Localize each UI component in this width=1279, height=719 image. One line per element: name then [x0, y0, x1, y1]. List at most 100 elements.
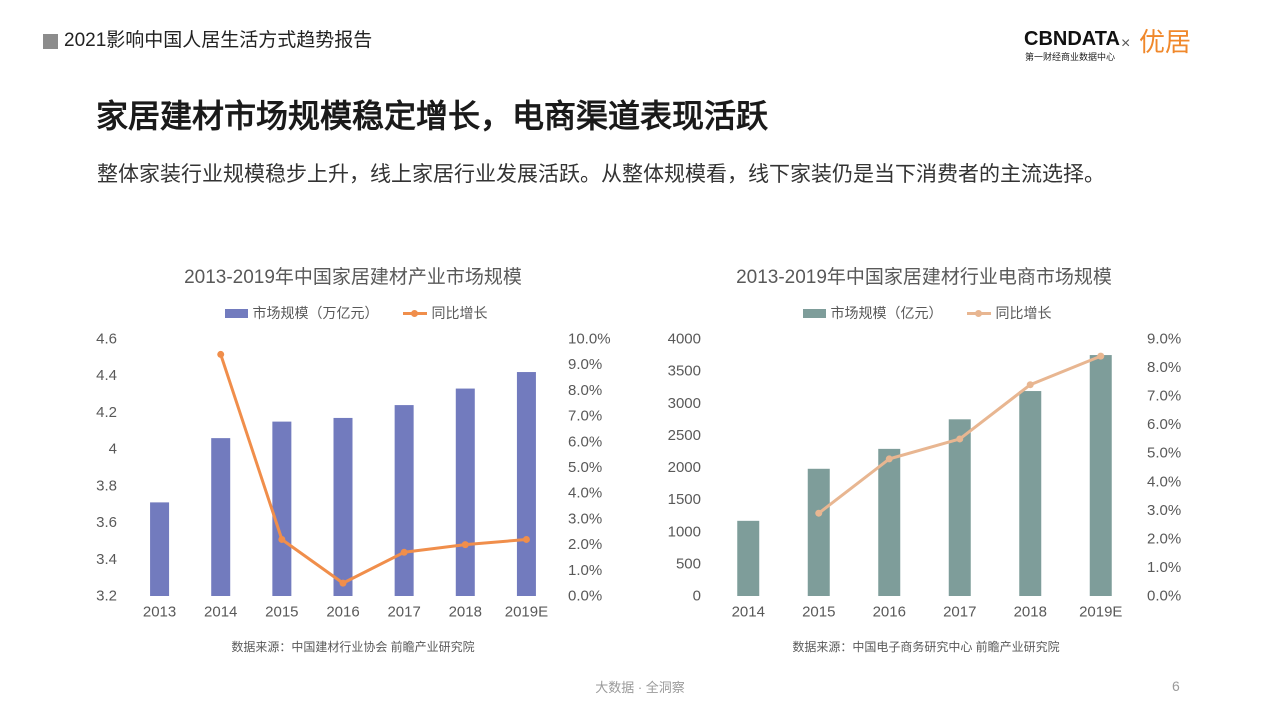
x-axis-tick-label: 2015 — [265, 604, 298, 621]
secondary-y-axis-tick-label: 4.0% — [1147, 473, 1181, 490]
market-size-bar-2016 — [333, 417, 353, 596]
footer-tagline: 大数据 · 全洞察 — [595, 680, 685, 695]
secondary-y-axis-tick-label: 4.0% — [568, 485, 602, 502]
growth-point-2018 — [1026, 381, 1034, 389]
report-title: 2021影响中国人居生活方式趋势报告 — [64, 30, 373, 51]
secondary-y-axis-tick-label: 6.0% — [568, 433, 602, 450]
legend-line-marker — [410, 309, 418, 317]
x-axis-tick-label: 2019E — [1079, 604, 1122, 621]
growth-point-2019e — [522, 535, 530, 543]
legend-line-swatch — [966, 309, 991, 317]
legend-item-growth: 同比增长 — [402, 304, 488, 322]
market-size-bar-2019e — [1089, 355, 1112, 596]
legend-bar-swatch — [802, 308, 826, 318]
y-axis-tick-label: 3.4 — [96, 551, 117, 568]
secondary-y-axis-tick-label: 7.0% — [568, 408, 602, 425]
x-axis-tick-label: 2017 — [387, 604, 420, 621]
cbndata-logo: CBNDATA — [1024, 28, 1120, 50]
growth-point-2018 — [461, 541, 469, 549]
secondary-y-axis-tick-label: 3.0% — [1147, 502, 1181, 519]
secondary-y-axis-tick-label: 5.0% — [1147, 445, 1181, 462]
y-axis-tick-label: 4.4 — [96, 367, 117, 384]
market-size-bar-2017 — [948, 419, 971, 596]
y-axis-tick-label: 4000 — [668, 331, 701, 348]
secondary-y-axis-tick-label: 2.0% — [568, 536, 602, 553]
growth-point-2015 — [278, 535, 286, 543]
x-axis-tick-label: 2018 — [449, 604, 482, 621]
secondary-y-axis-tick-label: 9.0% — [1147, 331, 1181, 348]
market-size-bar-2016 — [878, 448, 901, 596]
secondary-y-axis-tick-label: 1.0% — [568, 562, 602, 579]
y-axis-tick-label: 4 — [109, 441, 117, 458]
y-axis-tick-label: 3.6 — [96, 514, 117, 531]
growth-point-2016 — [339, 579, 347, 587]
market-size-bar-2019e — [516, 372, 536, 596]
legend-label: 市场规模（万亿元） — [252, 305, 379, 321]
x-axis-tick-label: 2017 — [943, 604, 976, 621]
chart-legend: 市场规模（亿元） 同比增长 — [650, 304, 1204, 322]
youju-logo: 优居 — [1139, 27, 1192, 57]
secondary-y-axis-tick-label: 8.0% — [568, 382, 602, 399]
legend-item-market-size: 市场规模（亿元） — [802, 304, 943, 322]
growth-line — [219, 352, 528, 585]
market-size-bar-2015 — [272, 421, 292, 596]
chart-title: 2013-2019年中国家居建材行业电商市场规模 — [736, 267, 1112, 288]
secondary-y-axis-tick-label: 0.0% — [1147, 588, 1181, 605]
y-axis-tick-label: 500 — [676, 555, 701, 572]
slide-subtitle: 整体家装行业规模稳步上升，线上家居行业发展活跃。从整体规模看，线下家装仍是当下消… — [97, 163, 1105, 186]
x-axis-tick-label: 2014 — [732, 604, 765, 621]
growth-point-2019e — [1097, 352, 1105, 360]
legend-bar-swatch — [224, 308, 248, 318]
building-materials-ecommerce-plot: 4000 3500 3000 2500 2000 1500 1000 500 0 9.0% 8.0%… — [668, 331, 1182, 621]
x-axis-tick-label: 2013 — [143, 604, 176, 621]
legend-item-growth: 同比增长 — [966, 304, 1052, 322]
market-size-bar-2013 — [150, 502, 170, 596]
y-axis-tick-label: 4.2 — [96, 404, 117, 421]
building-materials-market-plot: 4.6 4.4 4.2 4 3.8 3.6 3.4 3.2 10.0% 9.0% 8.0% 7.0% 6… — [96, 331, 611, 621]
y-axis-tick-label: 1000 — [668, 523, 701, 540]
secondary-y-axis-tick-label: 9.0% — [568, 356, 602, 373]
y-axis-tick-label: 2500 — [668, 427, 701, 444]
growth-point-2017 — [400, 548, 408, 556]
legend-item-market-size: 市场规模（万亿元） — [224, 304, 379, 322]
header-marker-square — [43, 34, 58, 49]
secondary-y-axis-tick-label: 6.0% — [1147, 416, 1181, 433]
slide-title: 家居建材市场规模稳定增长，电商渠道表现活跃 — [96, 98, 769, 134]
y-axis-tick-label: 1500 — [668, 491, 701, 508]
y-axis-tick-label: 4.6 — [96, 331, 117, 348]
market-size-bar-2014 — [211, 438, 231, 596]
page-number: 6 — [1172, 678, 1180, 694]
y-axis-tick-label: 3.2 — [96, 588, 117, 605]
growth-point-2014 — [217, 350, 225, 358]
secondary-y-axis-tick-label: 10.0% — [568, 331, 611, 348]
legend-line-swatch — [402, 309, 427, 317]
x-axis-tick-label: 2014 — [204, 604, 237, 621]
legend-label: 市场规模（亿元） — [830, 305, 943, 321]
y-axis-tick-label: 0 — [693, 588, 701, 605]
chart-source-note: 数据来源：中国电子商务研究中心 前瞻产业研究院 — [792, 640, 1060, 654]
growth-point-2015 — [815, 509, 823, 517]
logo-separator: × — [1121, 35, 1131, 52]
secondary-y-axis-tick-label: 2.0% — [1147, 530, 1181, 547]
x-axis-tick-label: 2018 — [1014, 604, 1047, 621]
market-size-bar-2014 — [737, 520, 760, 596]
legend-label: 同比增长 — [431, 305, 488, 321]
legend-line-marker — [974, 309, 982, 317]
secondary-y-axis-tick-label: 5.0% — [568, 459, 602, 476]
secondary-y-axis-tick-label: 3.0% — [568, 510, 602, 527]
market-size-bar-2018 — [1019, 391, 1042, 596]
secondary-y-axis-tick-label: 1.0% — [1147, 559, 1181, 576]
chart-source-note: 数据来源：中国建材行业协会 前瞻产业研究院 — [231, 640, 475, 654]
y-axis-tick-label: 3500 — [668, 363, 701, 380]
market-size-bar-2018 — [455, 388, 475, 596]
growth-point-2016 — [885, 455, 893, 463]
legend-label: 同比增长 — [995, 305, 1052, 321]
y-axis-tick-label: 3000 — [668, 395, 701, 412]
market-size-bar-2017 — [394, 405, 414, 596]
x-axis-tick-label: 2016 — [326, 604, 359, 621]
growth-point-2017 — [956, 435, 964, 443]
x-axis-tick-label: 2019E — [505, 604, 548, 621]
chart-legend: 市场规模（万亿元） 同比增长 — [80, 304, 632, 322]
y-axis-tick-label: 2000 — [668, 459, 701, 476]
secondary-y-axis-tick-label: 0.0% — [568, 588, 602, 605]
